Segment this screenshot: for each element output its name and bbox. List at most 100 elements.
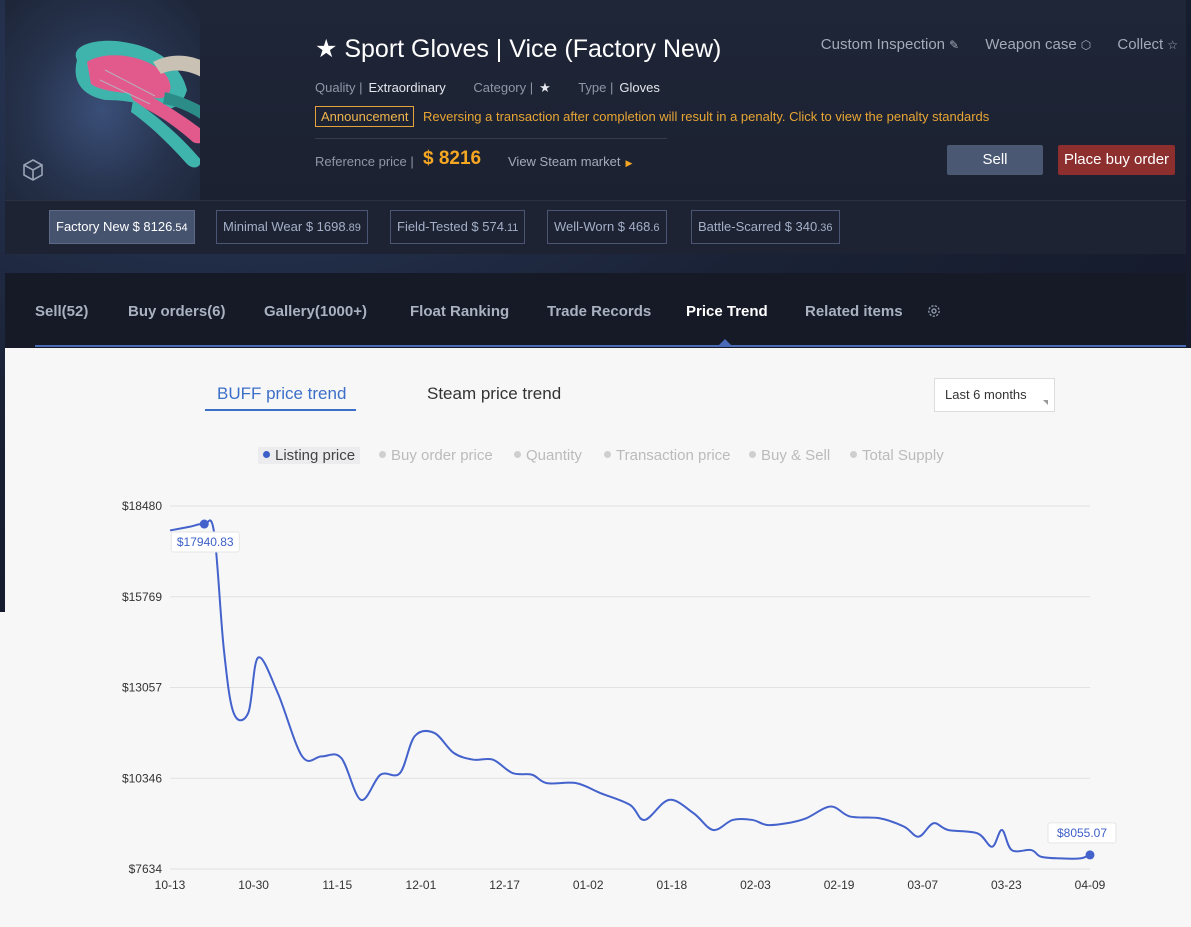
wear-option-well-worn[interactable]: Well-Worn $ 468.6 xyxy=(547,210,667,244)
quality-label: Quality | xyxy=(315,80,363,95)
x-tick-label: 12-01 xyxy=(406,878,437,892)
reference-price: $ 8216 xyxy=(423,148,482,169)
custom-inspection-label: Custom Inspection xyxy=(820,36,946,53)
tab-sell[interactable]: Sell(52) xyxy=(35,303,89,320)
active-tab-indicator xyxy=(719,339,731,345)
announcement-link[interactable]: Reversing a transaction after completion… xyxy=(423,109,990,124)
data-point-marker xyxy=(199,519,209,529)
legend-transaction-price[interactable]: Transaction price xyxy=(604,447,731,464)
wear-cents: .36 xyxy=(817,222,833,234)
caret-right-icon: ▶ xyxy=(625,158,633,168)
wear-option-field-tested[interactable]: Field-Tested $ 574.11 xyxy=(390,210,526,244)
y-tick-label: $18480 xyxy=(122,499,162,513)
legend-buy-order-price[interactable]: Buy order price xyxy=(379,447,493,464)
steam-link-label: View Steam market xyxy=(508,154,621,169)
x-tick-label: 01-02 xyxy=(573,878,604,892)
wear-cents: .11 xyxy=(503,222,519,234)
wear-cents: .6 xyxy=(650,222,660,234)
wear-label: Well-Worn $ 468 xyxy=(554,219,651,234)
wear-option-battle-scarred[interactable]: Battle-Scarred $ 340.36 xyxy=(691,210,840,244)
legend-label: Quantity xyxy=(526,447,582,464)
series-line-listing-price xyxy=(169,519,1091,860)
wear-cents: .54 xyxy=(172,222,188,234)
y-tick-label: $15769 xyxy=(122,590,162,604)
wear-option-factory-new[interactable]: Factory New $ 8126.54 xyxy=(49,210,195,244)
legend-listing-price[interactable]: Listing price xyxy=(258,447,361,464)
subtab-underline xyxy=(205,409,356,411)
tab-float-ranking[interactable]: Float Ranking xyxy=(410,303,510,320)
wear-label: Minimal Wear $ 1698 xyxy=(223,219,346,234)
y-tick-label: $7634 xyxy=(129,862,163,876)
announcement-badge: Announcement xyxy=(315,106,415,127)
wear-label: Field-Tested $ 574 xyxy=(397,219,504,234)
y-tick-label: $10346 xyxy=(122,771,162,785)
tab-related-items[interactable]: Related items xyxy=(805,303,903,320)
x-tick-label: 04-09 xyxy=(1075,878,1106,892)
view-steam-market-link[interactable]: View Steam market ▶ xyxy=(508,154,632,169)
subtab-buff-price-trend[interactable]: BUFF price trend xyxy=(217,384,347,403)
price-trend-chart: $18480 $15769 $13057 $10346 $7634 10-13 10-30 1… xyxy=(122,499,1117,892)
type-value: Gloves xyxy=(619,80,660,95)
item-image xyxy=(5,0,218,200)
legend-quantity[interactable]: Quantity xyxy=(514,447,582,464)
legend-label: Buy & Sell xyxy=(761,447,831,464)
quality-value: Extraordinary xyxy=(368,80,446,95)
legend-dot-icon xyxy=(379,450,386,458)
x-tick-label: 02-19 xyxy=(824,878,855,892)
item-header: ★ Sport Gloves | Vice (Factory New) Qual… xyxy=(5,0,1186,200)
price-trend-panel: BUFF price trend Steam price trend Last … xyxy=(5,348,1191,927)
legend-label: Buy order price xyxy=(391,447,493,464)
brush-icon: ✎ xyxy=(949,38,960,52)
glove-illustration xyxy=(75,40,218,168)
x-tick-label: 10-13 xyxy=(155,878,186,892)
tab-trade-records[interactable]: Trade Records xyxy=(547,303,652,320)
wear-option-minimal-wear[interactable]: Minimal Wear $ 1698.89 xyxy=(216,210,368,244)
weapon-case-label: Weapon case xyxy=(985,36,1077,53)
data-label-box xyxy=(1047,822,1117,844)
time-range-value: Last 6 months xyxy=(945,387,1027,402)
x-tick-label: 10-30 xyxy=(238,878,269,892)
x-tick-label: 01-18 xyxy=(656,878,687,892)
x-tick-label: 02-03 xyxy=(740,878,771,892)
data-label: $8055.07 xyxy=(1057,826,1107,840)
tab-price-trend[interactable]: Price Trend xyxy=(686,303,768,320)
cube-icon: ⬡ xyxy=(1080,38,1092,52)
legend-label: Transaction price xyxy=(616,447,731,464)
tab-gallery[interactable]: Gallery(1000+) xyxy=(264,303,367,320)
wear-label: Factory New $ 8126 xyxy=(56,219,173,234)
subtab-steam-price-trend[interactable]: Steam price trend xyxy=(427,384,562,403)
wear-selector: Factory New $ 8126.54 Minimal Wear $ 169… xyxy=(5,200,1186,254)
star-icon: ☆ xyxy=(1167,38,1178,52)
detail-tabs: Sell(52) Buy orders(6) Gallery(1000+) Fl… xyxy=(5,273,1186,348)
legend-dot-icon xyxy=(263,450,270,458)
collect-button[interactable]: Collect ☆ xyxy=(1117,36,1178,53)
wear-cents: .89 xyxy=(345,222,361,234)
divider xyxy=(315,138,667,139)
legend-dot-icon xyxy=(514,450,521,458)
item-actions: Custom Inspection ✎ Weapon case ⬡ Collect ☆ xyxy=(799,36,1178,53)
y-tick-label: $13057 xyxy=(122,681,162,695)
data-point-marker xyxy=(1085,850,1095,860)
data-label: $17940.83 xyxy=(177,535,234,549)
tabs-underline xyxy=(35,345,1186,347)
wear-label: Battle-Scarred $ 340 xyxy=(698,219,818,234)
legend-label: Total Supply xyxy=(862,447,944,464)
reference-price-label: Reference price | xyxy=(315,154,414,169)
data-label-box xyxy=(170,531,240,553)
legend-total-supply[interactable]: Total Supply xyxy=(850,447,944,464)
gear-icon[interactable] xyxy=(926,303,942,319)
legend-buy-and-sell[interactable]: Buy & Sell xyxy=(749,447,830,464)
x-tick-label: 12-17 xyxy=(489,878,520,892)
custom-inspection-button[interactable]: Custom Inspection ✎ xyxy=(821,36,959,53)
legend-label: Listing price xyxy=(275,447,356,464)
inspect-3d-icon[interactable] xyxy=(21,158,45,182)
time-range-select[interactable]: Last 6 months xyxy=(934,378,1055,412)
place-buy-order-button[interactable]: Place buy order xyxy=(1058,145,1175,175)
x-tick-label: 11-15 xyxy=(322,878,352,892)
sell-button[interactable]: Sell xyxy=(947,145,1043,175)
x-tick-label: 03-07 xyxy=(907,878,938,892)
category-label: Category | xyxy=(473,80,534,95)
x-tick-label: 03-23 xyxy=(991,878,1022,892)
tab-buy-orders[interactable]: Buy orders(6) xyxy=(128,303,226,320)
weapon-case-button[interactable]: Weapon case ⬡ xyxy=(985,36,1091,53)
